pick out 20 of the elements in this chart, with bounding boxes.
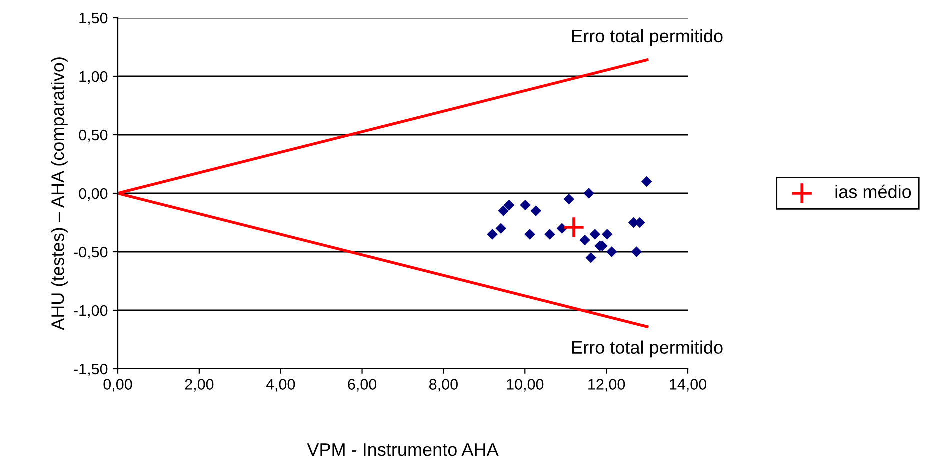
y-tick-label: 1,00 — [80, 71, 108, 84]
y-tick-label: 0,50 — [79, 130, 108, 142]
x-tick-label: 8,00 — [430, 379, 458, 392]
x-tick-label: 12,00 — [588, 379, 626, 392]
x-axis-title: VPM - Instrumento AHA — [307, 444, 499, 456]
x-tick-label: 0,00 — [104, 379, 132, 392]
y-tick-label: 1,50 — [80, 12, 108, 26]
y-tick-label: -1,00 — [74, 305, 108, 318]
y-tick-label: -1,50 — [74, 364, 108, 376]
annotation: Erro total permitido — [572, 340, 723, 358]
annotation: Erro total permitido — [572, 29, 723, 46]
x-tick-label: 6,00 — [348, 379, 377, 392]
x-tick-label: 10,00 — [507, 379, 544, 392]
y-axis-title: AHU (testes) – AHA (comparativo) — [51, 58, 68, 330]
y-tick-label: 0,00 — [79, 188, 108, 201]
x-tick-label: 4,00 — [266, 379, 296, 392]
y-tick-label: -0,50 — [74, 246, 108, 260]
x-tick-label: 14,00 — [670, 379, 707, 392]
x-tick-label: 2,00 — [185, 379, 214, 392]
legend-label: ias médio — [836, 184, 912, 198]
